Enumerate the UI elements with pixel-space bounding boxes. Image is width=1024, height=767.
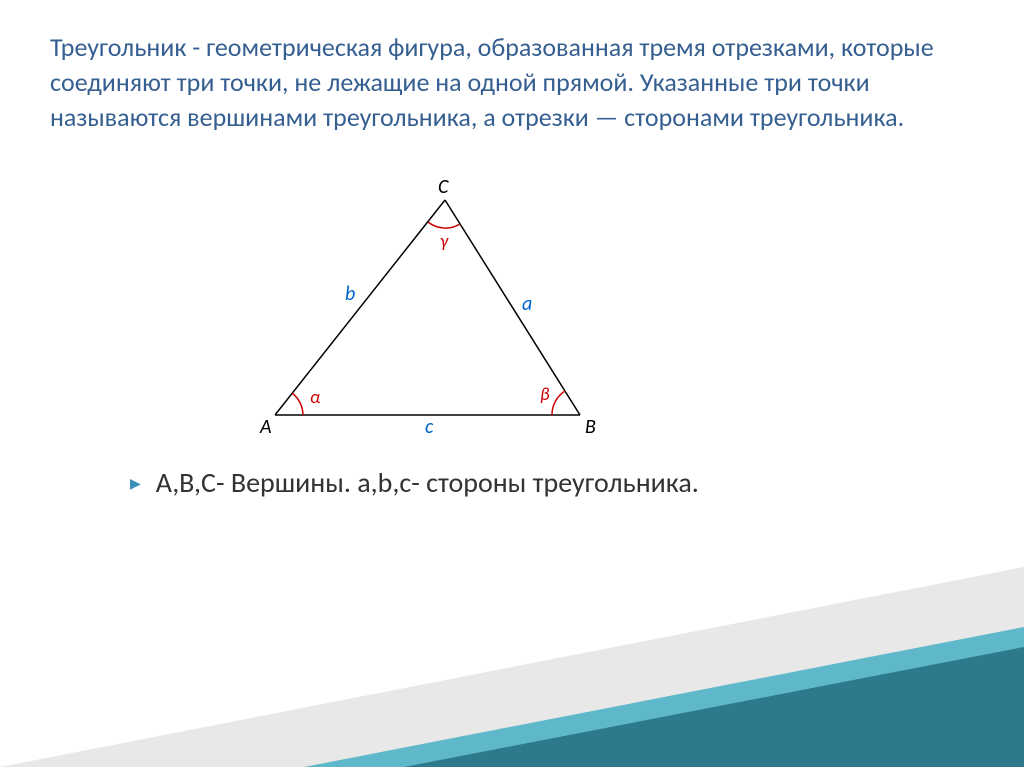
bullet-list: ▶ A,B,C- Вершины. a,b,c- стороны треугол… <box>130 465 1024 501</box>
page-title: Треугольник - геометрическая фигура, обр… <box>50 30 974 135</box>
vertex-c-label: C <box>438 175 449 199</box>
vertex-b-label: B <box>585 415 596 439</box>
triangle-diagram: A B C a b c α β γ <box>240 175 640 455</box>
angle-beta-label: β <box>540 383 550 405</box>
angle-alpha-label: α <box>310 386 320 408</box>
decoration-inner <box>404 647 1024 767</box>
angle-alpha-arc <box>292 393 303 415</box>
angle-gamma-label: γ <box>440 230 449 252</box>
bullet-text: A,B,C- Вершины. a,b,c- стороны треугольн… <box>156 465 699 501</box>
side-ca <box>275 200 445 415</box>
side-bc <box>445 200 580 415</box>
side-c-label: c <box>425 415 434 439</box>
side-a-label: a <box>522 292 532 316</box>
angle-gamma-arc <box>428 222 460 228</box>
angle-beta-arc <box>552 391 565 415</box>
side-b-label: b <box>345 282 355 306</box>
triangle-svg: A B C a b c α β γ <box>240 175 640 455</box>
vertex-a-label: A <box>259 415 272 439</box>
bullet-marker-icon: ▶ <box>130 475 141 492</box>
